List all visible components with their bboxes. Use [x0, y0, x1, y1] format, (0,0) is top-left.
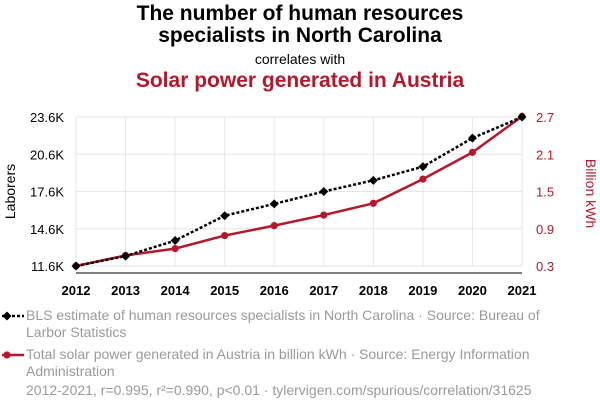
x-tick-label: 2020	[458, 283, 487, 298]
left-axis-label: Laborers	[2, 164, 18, 219]
series2-point	[171, 245, 179, 253]
right-tick-label: 0.3	[536, 259, 554, 274]
x-tick-label: 2021	[508, 283, 537, 298]
right-tick-label: 0.9	[536, 222, 554, 237]
series1-point	[418, 162, 428, 172]
x-tick-label: 2016	[260, 283, 289, 298]
left-tick-label: 20.6K	[30, 147, 64, 162]
series1-point	[269, 199, 279, 209]
series1-point	[220, 211, 230, 221]
x-tick-label: 2012	[62, 283, 91, 298]
chart-footer: 2012-2021, r=0.995, r²=0.990, p<0.01 · t…	[26, 382, 532, 398]
series1-point	[319, 187, 329, 196]
left-tick-label: 14.6K	[30, 222, 64, 237]
x-tick-label: 2015	[210, 283, 239, 298]
x-tick-label: 2017	[309, 283, 338, 298]
series2-point	[369, 199, 377, 207]
x-tick-label: 2018	[359, 283, 388, 298]
left-tick-label: 11.6K	[31, 259, 64, 274]
series2-point	[468, 148, 477, 156]
series1-point	[121, 251, 131, 261]
series1-line	[75, 115, 523, 268]
series1-point	[467, 133, 477, 143]
series2-point	[320, 211, 328, 219]
x-tick-label: 2013	[111, 283, 140, 298]
right-tick-label: 2.1	[536, 147, 554, 162]
right-tick-label: 2.7	[536, 110, 554, 125]
chart-title-line2: specialists in North Carolina	[158, 24, 442, 47]
series2-point	[419, 175, 427, 183]
legend-marker-series1-diamond	[2, 311, 12, 321]
series1-point	[170, 236, 180, 246]
legend-text-series1: BLS estimate of human resources speciali…	[26, 307, 540, 340]
series2-point	[221, 231, 229, 240]
right-axis-label: Billion kWh	[583, 159, 599, 228]
left-tick-label: 17.6K	[30, 185, 64, 200]
correlates-text: correlates with	[254, 51, 346, 67]
left-tick-label: 23.6K	[30, 110, 64, 125]
series2-point	[270, 222, 278, 230]
series1-point	[368, 175, 378, 185]
series2-line	[75, 115, 523, 268]
chart-subtitle: Solar power generated in Austria	[135, 69, 465, 92]
right-tick-label: 1.5	[536, 185, 554, 200]
chart-title-line1: The number of human resources	[136, 2, 464, 25]
series1-point	[517, 112, 527, 122]
x-tick-label: 2014	[161, 283, 191, 298]
x-tick-label: 2019	[408, 283, 437, 298]
series1-point	[71, 261, 81, 271]
legend-text-series2: Total solar power generated in Austria i…	[26, 346, 530, 379]
legend-marker-series2-circle	[3, 351, 11, 359]
